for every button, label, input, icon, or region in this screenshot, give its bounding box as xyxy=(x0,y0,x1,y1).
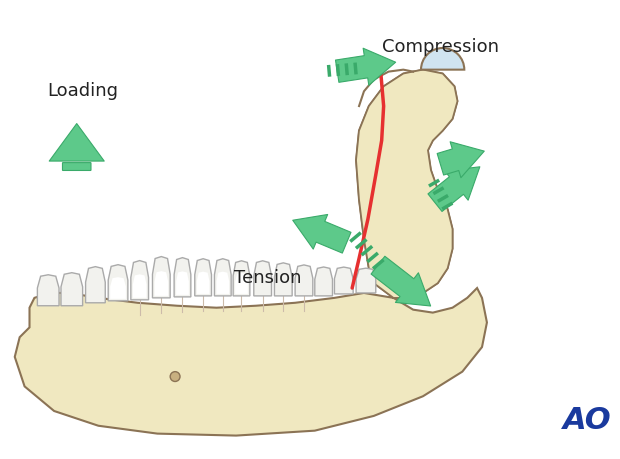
Polygon shape xyxy=(176,271,189,295)
Polygon shape xyxy=(235,273,248,294)
Polygon shape xyxy=(37,275,59,306)
Polygon shape xyxy=(131,261,149,300)
Polygon shape xyxy=(110,277,126,299)
Polygon shape xyxy=(197,272,210,294)
Polygon shape xyxy=(356,70,458,298)
Polygon shape xyxy=(108,265,128,301)
Wedge shape xyxy=(421,48,464,70)
Circle shape xyxy=(170,372,180,381)
FancyBboxPatch shape xyxy=(68,139,85,147)
Polygon shape xyxy=(215,259,231,296)
Polygon shape xyxy=(61,273,82,306)
Polygon shape xyxy=(174,257,191,297)
Polygon shape xyxy=(15,70,487,436)
Polygon shape xyxy=(233,261,250,296)
Text: Tension: Tension xyxy=(234,269,301,287)
Polygon shape xyxy=(154,271,168,296)
Polygon shape xyxy=(334,267,353,294)
Text: AO: AO xyxy=(563,406,611,435)
Polygon shape xyxy=(195,259,211,296)
Polygon shape xyxy=(295,265,313,296)
Polygon shape xyxy=(275,263,292,296)
Polygon shape xyxy=(315,267,332,296)
Text: Loading: Loading xyxy=(47,82,118,101)
Polygon shape xyxy=(254,261,272,296)
Polygon shape xyxy=(133,274,146,298)
Polygon shape xyxy=(86,267,105,303)
Polygon shape xyxy=(153,257,170,298)
FancyBboxPatch shape xyxy=(63,162,91,170)
Text: Compression: Compression xyxy=(382,38,498,56)
FancyBboxPatch shape xyxy=(66,151,88,159)
Polygon shape xyxy=(216,272,229,294)
Polygon shape xyxy=(356,268,376,293)
